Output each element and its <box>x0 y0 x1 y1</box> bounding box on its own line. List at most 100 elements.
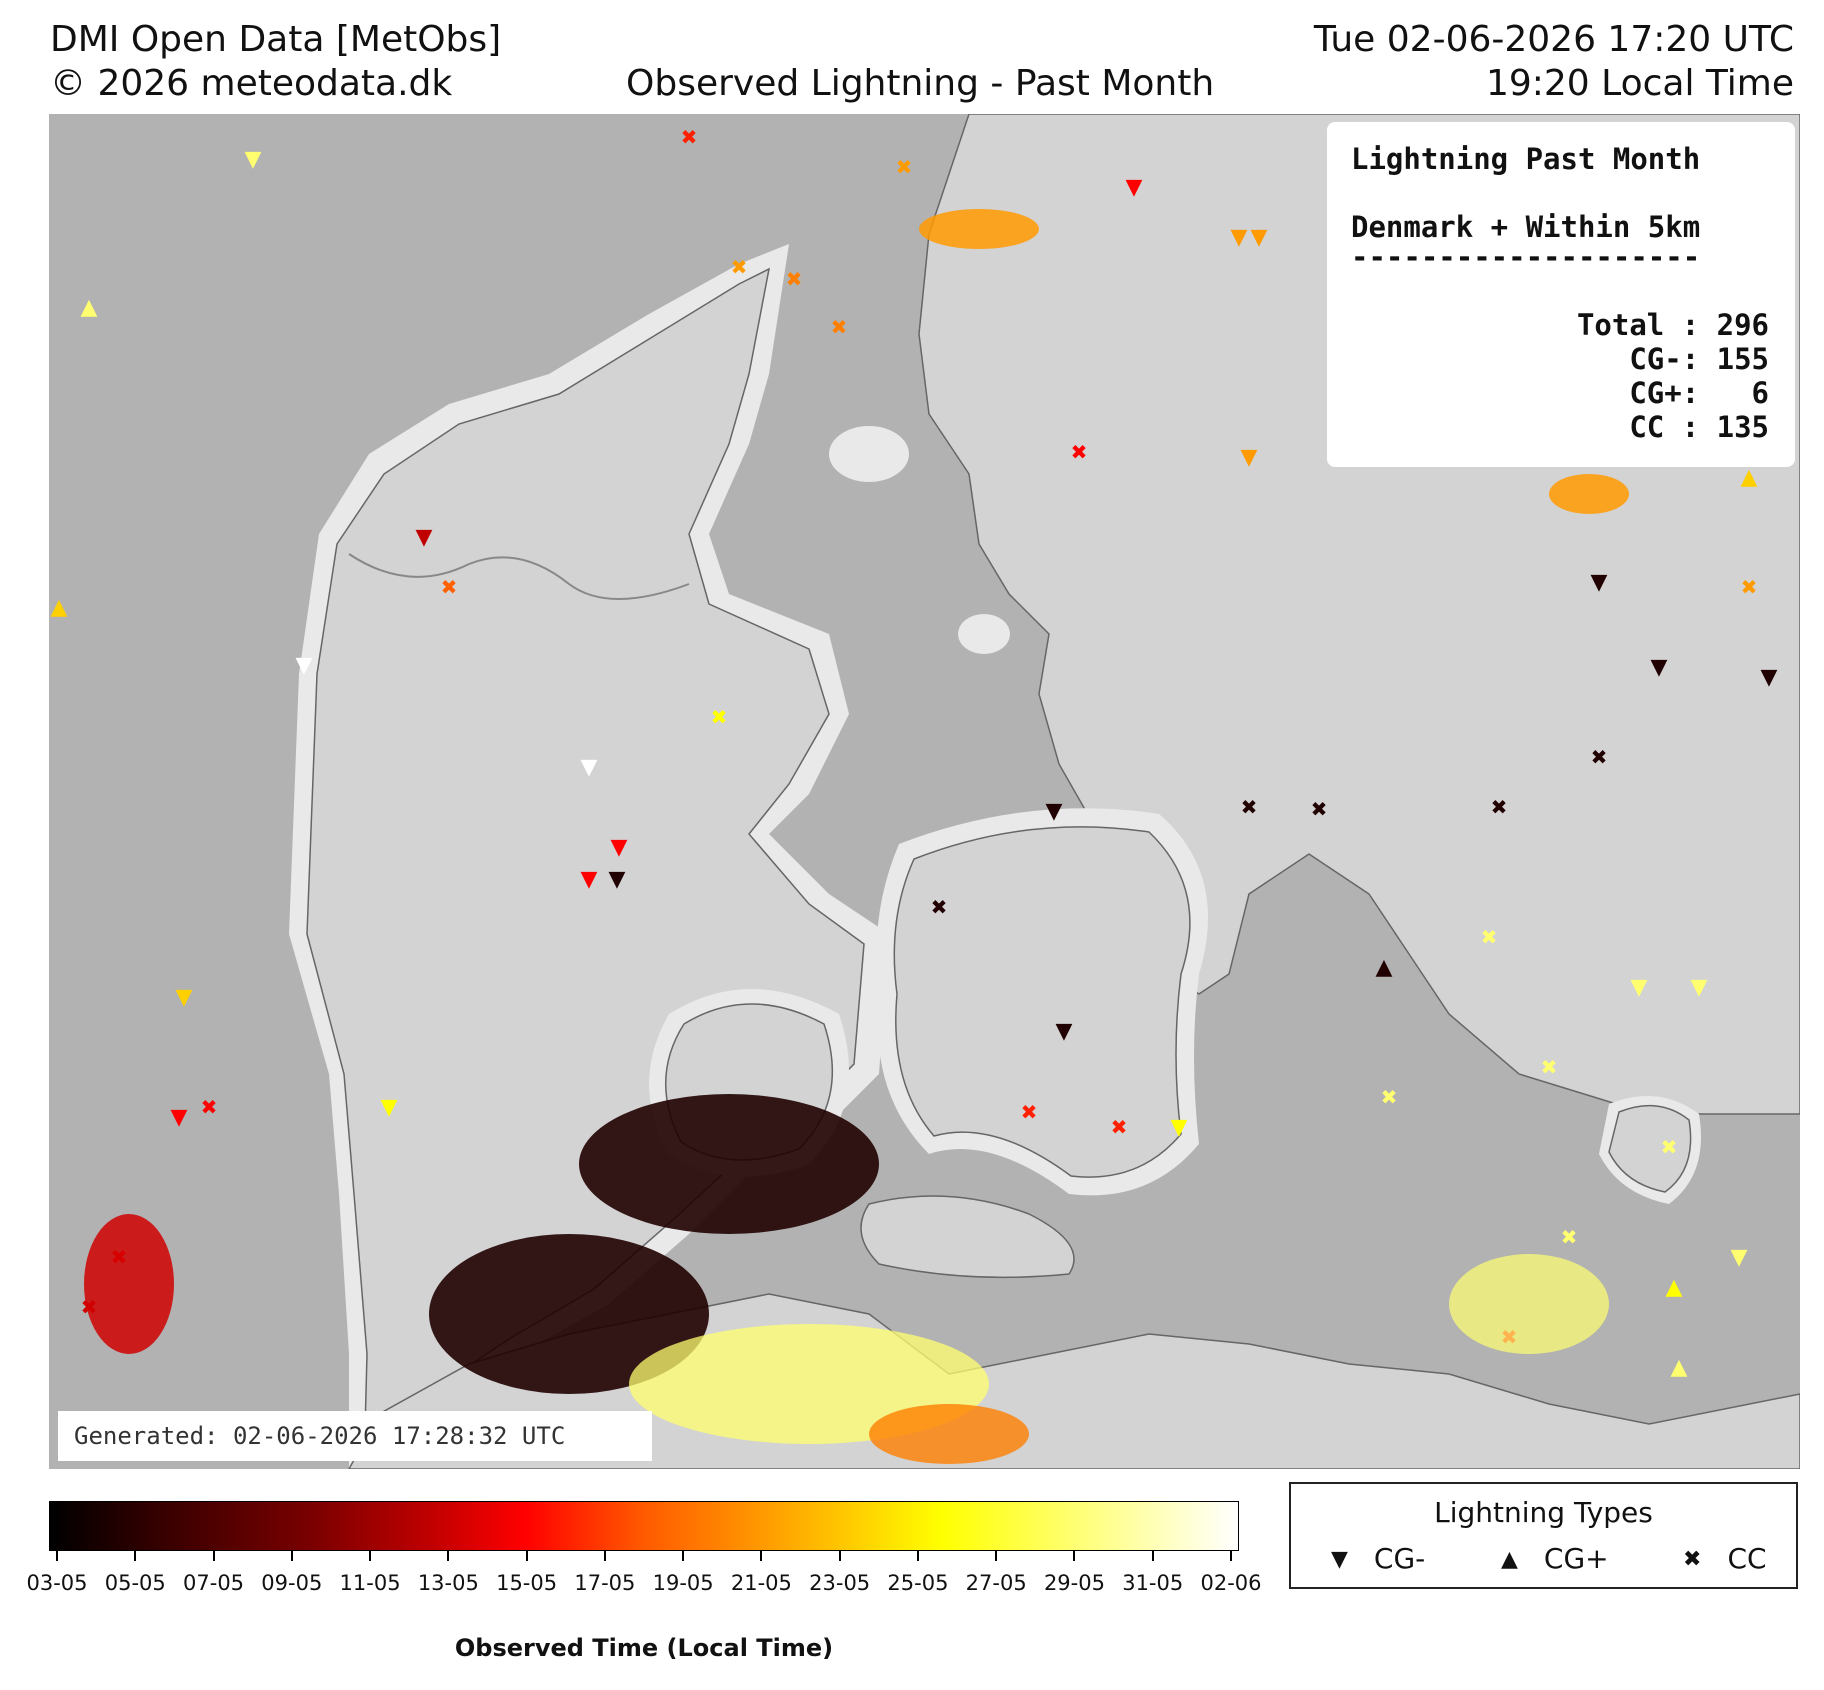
utc-time: Tue 02-06-2026 17:20 UTC <box>1313 19 1794 60</box>
bornholm-island <box>1608 1104 1692 1193</box>
cross-icon: ✖ <box>1683 1547 1702 1572</box>
legend-item-cg-minus: ▼ CG- <box>1331 1542 1425 1575</box>
svg-text:✖: ✖ <box>731 255 748 279</box>
svg-text:✖: ✖ <box>1071 440 1088 464</box>
svg-text:▼: ▼ <box>1691 975 1708 1000</box>
svg-text:✖: ✖ <box>1311 797 1328 821</box>
colorbar-tick <box>1230 1551 1232 1561</box>
colorbar-tick-label: 23-05 <box>809 1571 871 1595</box>
lolland-falster <box>860 1195 1075 1279</box>
svg-text:✖: ✖ <box>1661 1135 1678 1159</box>
svg-text:▼: ▼ <box>245 147 262 172</box>
colorbar-tick-label: 13-05 <box>417 1571 479 1595</box>
colorbar-tick <box>682 1551 685 1561</box>
svg-text:✖: ✖ <box>1481 925 1498 949</box>
lightning-stats-box: Lightning Past Month Denmark + Within 5k… <box>1327 122 1795 467</box>
svg-text:▼: ▼ <box>1731 1245 1748 1270</box>
up-triangle-icon: ▲ <box>1501 1547 1518 1572</box>
svg-text:▲: ▲ <box>1666 1275 1683 1300</box>
stats-divider: -------------------- <box>1351 240 1701 274</box>
svg-text:▲: ▲ <box>1376 955 1393 980</box>
svg-text:✖: ✖ <box>441 575 458 599</box>
svg-text:✖: ✖ <box>201 1095 218 1119</box>
local-time: 19:20 Local Time <box>1485 63 1794 104</box>
svg-text:▲: ▲ <box>1741 465 1758 490</box>
svg-text:✖: ✖ <box>711 705 728 729</box>
svg-text:✖: ✖ <box>1241 795 1258 819</box>
colorbar-tick <box>447 1551 450 1561</box>
down-triangle-icon: ▼ <box>1331 1547 1348 1572</box>
colorbar-tick-label: 15-05 <box>496 1571 558 1595</box>
svg-text:▼: ▼ <box>1126 175 1143 200</box>
svg-text:▼: ▼ <box>176 985 193 1010</box>
legend-label: CG+ <box>1543 1542 1609 1575</box>
svg-text:✖: ✖ <box>1541 1055 1558 1079</box>
svg-text:✖: ✖ <box>1111 1115 1128 1139</box>
generated-timestamp: Generated: 02-06-2026 17:28:32 UTC <box>58 1411 652 1461</box>
colorbar-tick <box>995 1551 998 1561</box>
svg-text:✖: ✖ <box>1561 1225 1578 1249</box>
stat-total: Total : 296 <box>1576 308 1769 342</box>
colorbar-tick-label: 03-05 <box>26 1571 88 1595</box>
colorbar-tick <box>603 1551 606 1561</box>
colorbar-tick <box>134 1551 137 1561</box>
svg-text:▲: ▲ <box>51 595 68 620</box>
svg-text:✖: ✖ <box>831 315 848 339</box>
stats-region: Denmark + Within 5km <box>1351 210 1701 244</box>
lightning-types-legend: Lightning Types ▼ CG- ▲ CG+ ✖ CC <box>1289 1482 1798 1589</box>
colorbar-tick <box>838 1551 841 1561</box>
svg-text:▲: ▲ <box>81 295 98 320</box>
colorbar-tick-label: 21-05 <box>730 1571 792 1595</box>
colorbar-title: Observed Time (Local Time) <box>454 1634 834 1662</box>
time-colorbar <box>49 1501 1239 1551</box>
svg-text:▼: ▼ <box>416 525 433 550</box>
svg-text:▼: ▼ <box>581 867 598 892</box>
colorbar-tick <box>212 1551 215 1561</box>
svg-text:▼: ▼ <box>1761 665 1778 690</box>
zealand <box>893 826 1191 1178</box>
map-title: Observed Lightning - Past Month <box>626 63 1215 104</box>
colorbar-tick <box>525 1551 528 1561</box>
legend-item-cc: ✖ CC <box>1683 1542 1767 1575</box>
stat-cc: CC : 135 <box>1629 410 1769 444</box>
laeso-island <box>829 426 909 482</box>
colorbar-tick-label: 19-05 <box>652 1571 714 1595</box>
legend-label: CC <box>1727 1542 1767 1575</box>
colorbar-tick <box>916 1551 919 1561</box>
colorbar-tick-label: 09-05 <box>261 1571 323 1595</box>
svg-text:▼: ▼ <box>609 867 626 892</box>
cg-plus-strikes: ▲ ▲ ▲ ▲ ▲ ▲ <box>51 295 1758 1380</box>
copyright: © 2026 meteodata.dk <box>50 63 453 104</box>
svg-text:▼: ▼ <box>611 835 628 860</box>
svg-text:▼: ▼ <box>581 755 598 780</box>
svg-text:✖: ✖ <box>896 155 913 179</box>
data-source: DMI Open Data [MetObs] <box>50 19 502 60</box>
stat-cg-plus: CG+: 6 <box>1629 376 1769 410</box>
colorbar-tick-label: 31-05 <box>1122 1571 1184 1595</box>
colorbar-tick-label: 27-05 <box>965 1571 1027 1595</box>
stats-title: Lightning Past Month <box>1351 142 1701 176</box>
svg-text:▼: ▼ <box>1241 445 1258 470</box>
svg-text:▼: ▼ <box>1651 655 1668 680</box>
svg-text:✖: ✖ <box>786 267 803 291</box>
svg-text:▼: ▼ <box>1591 570 1608 595</box>
svg-text:▼: ▼ <box>171 1105 188 1130</box>
anholt-island <box>958 614 1010 654</box>
colorbar-tick-label: 05-05 <box>104 1571 166 1595</box>
svg-text:✖: ✖ <box>1021 1100 1038 1124</box>
legend-title: Lightning Types <box>1434 1496 1653 1529</box>
colorbar-tick-label: 02-06 <box>1200 1571 1262 1595</box>
svg-text:▼: ▼ <box>1631 975 1648 1000</box>
colorbar-tick <box>290 1551 293 1561</box>
svg-text:✖: ✖ <box>1381 1085 1398 1109</box>
svg-text:✖: ✖ <box>931 895 948 919</box>
colorbar-tick-label: 11-05 <box>339 1571 401 1595</box>
colorbar-tick <box>760 1551 763 1561</box>
dense-strike-cluster <box>84 209 1629 1464</box>
legend-item-cg-plus: ▲ CG+ <box>1501 1542 1609 1575</box>
svg-text:▲: ▲ <box>1671 1355 1688 1380</box>
svg-text:✖: ✖ <box>1591 745 1608 769</box>
colorbar-tick <box>1073 1551 1076 1561</box>
svg-text:▼: ▼ <box>1231 225 1248 250</box>
colorbar-tick-label: 25-05 <box>887 1571 949 1595</box>
